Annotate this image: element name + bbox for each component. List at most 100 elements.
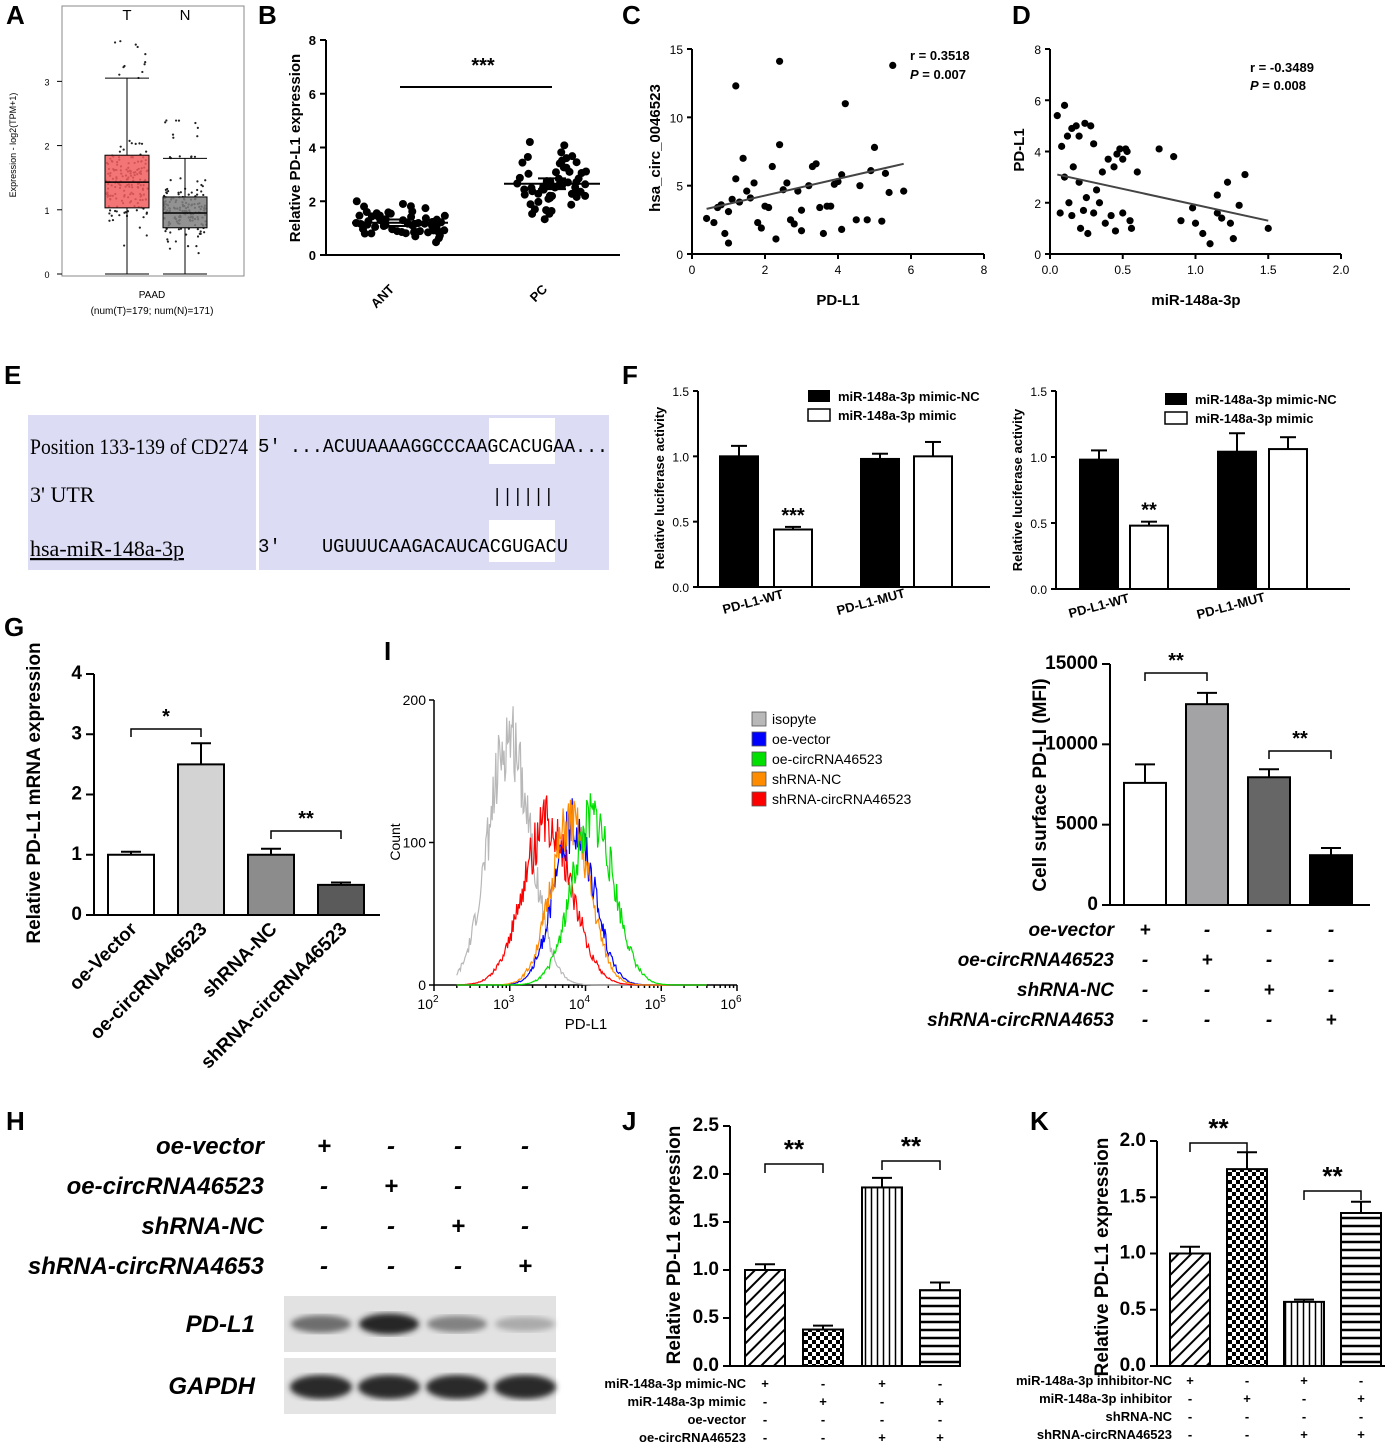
data-point — [119, 40, 122, 43]
legend-label-mimic: miR-148a-3p mimic — [1195, 411, 1314, 426]
y-tick-label: 2.0 — [1120, 1130, 1146, 1151]
condition-label: oe-circRNA46523 — [67, 1173, 265, 1200]
legend-label: shRNA-NC — [772, 771, 841, 787]
y-tick-label: 2 — [71, 784, 82, 805]
data-point — [164, 230, 167, 233]
condition-sign: + — [819, 1394, 827, 1409]
condition-sign: - — [1204, 980, 1210, 1001]
y-tick-label: 1.5 — [1030, 385, 1047, 399]
panel-letter-a: A — [6, 0, 25, 30]
y-tick-label: 4 — [309, 141, 317, 156]
data-point — [1098, 168, 1106, 176]
condition-sign: - — [1328, 980, 1334, 1001]
legend-swatch — [751, 771, 767, 787]
data-point — [732, 175, 740, 183]
panel-letter-b: B — [258, 0, 277, 30]
data-point — [128, 139, 131, 142]
condition-table: miR-148a-3p mimic-NC + - + - miR-148a-3p mimi… — [604, 1376, 944, 1445]
mirna-link[interactable]: hsa-miR-148a-3p — [30, 536, 184, 561]
significance-stars: ** — [1208, 1113, 1229, 1143]
significance-bracket — [270, 830, 342, 839]
data-point — [1226, 219, 1235, 227]
panel-letter-c: C — [622, 0, 641, 30]
seed-highlight-top — [489, 418, 555, 464]
data-point — [889, 61, 897, 69]
data-point — [141, 70, 144, 74]
data-point — [172, 136, 175, 139]
condition-sign: + — [936, 1430, 944, 1445]
condition-sign: - — [454, 1253, 462, 1280]
condition-sign: - — [763, 1430, 767, 1445]
data-point — [1213, 209, 1221, 217]
data-point — [528, 187, 537, 196]
condition-sign: - — [320, 1173, 328, 1200]
data-point — [1119, 155, 1127, 163]
data-point — [1191, 219, 1200, 227]
data-point — [118, 150, 121, 153]
data-point — [199, 230, 202, 233]
data-point — [190, 191, 193, 194]
data-point — [433, 226, 442, 235]
y-tick-label: 15000 — [1045, 653, 1098, 674]
data-point — [783, 179, 791, 187]
y-tick-label: 1.0 — [1030, 451, 1047, 465]
r-value: r = -0.3489 — [1250, 60, 1314, 75]
data-point — [138, 226, 141, 229]
condition-sign: - — [1142, 1010, 1148, 1031]
data-point — [144, 61, 147, 64]
condition-table: miR-148a-3p inhibitor-NC + - + - miR-148a-3p … — [1016, 1373, 1365, 1442]
data-point — [178, 155, 181, 158]
data-point — [524, 169, 533, 178]
condition-sign: - — [763, 1394, 767, 1409]
bar — [177, 763, 225, 916]
data-point — [1084, 229, 1092, 238]
y-tick-label: 0.5 — [672, 516, 689, 530]
data-point — [379, 222, 388, 231]
x-tick-4: shRNA-circRNA46523 — [197, 919, 351, 1073]
significance-bracket — [1144, 672, 1208, 681]
bar — [773, 528, 813, 588]
data-point — [179, 177, 182, 180]
bar — [107, 853, 155, 916]
data-point — [197, 252, 200, 255]
data-point — [797, 227, 806, 235]
x-tick-1: oe-Vector — [65, 918, 142, 995]
condition-sign: + — [936, 1394, 944, 1409]
panel-letter-k: K — [1030, 1106, 1049, 1136]
condition-sign: + — [451, 1213, 465, 1240]
significance-bracket — [130, 728, 202, 737]
data-point — [186, 244, 190, 248]
condition-label: miR-148a-3p inhibitor — [1039, 1391, 1172, 1406]
data-point — [768, 162, 776, 171]
condition-label: miR-148a-3p inhibitor-NC — [1016, 1373, 1173, 1388]
bar — [1226, 1168, 1268, 1367]
condition-label: oe-vector — [687, 1412, 746, 1427]
data-point — [174, 240, 177, 243]
data-point — [195, 245, 198, 248]
data-point — [352, 197, 361, 206]
data-point — [1063, 132, 1072, 140]
data-point — [164, 121, 167, 124]
condition-label: shRNA-circRNA46523 — [1037, 1427, 1172, 1442]
data-point — [1079, 206, 1088, 215]
panel-letter-i: I — [384, 636, 391, 666]
data-point — [548, 192, 557, 201]
data-point — [1170, 153, 1178, 161]
significance-bracket — [1268, 750, 1332, 759]
condition-sign: - — [387, 1253, 395, 1280]
data-point — [200, 190, 203, 193]
y-tick-label: 1.0 — [1120, 1243, 1146, 1264]
condition-sign: - — [821, 1430, 825, 1445]
three-prime: 3' — [258, 536, 281, 558]
band-gapdh — [494, 1375, 556, 1399]
panel-d: 0 2 4 6 8 0.0 0.5 1.0 1.5 2.0 PD-L1 miR-148a-3p r… — [1011, 43, 1350, 309]
data-point — [168, 247, 172, 250]
data-point — [401, 229, 410, 238]
data-point — [518, 158, 527, 167]
x-tick-mut: PD-L1-MUT — [835, 585, 907, 618]
x-tick-wt: PD-L1-WT — [721, 586, 785, 617]
y-tick-label: 5 — [676, 180, 683, 194]
x-tick-wt: PD-L1-WT — [1067, 590, 1131, 621]
data-point — [724, 239, 733, 247]
